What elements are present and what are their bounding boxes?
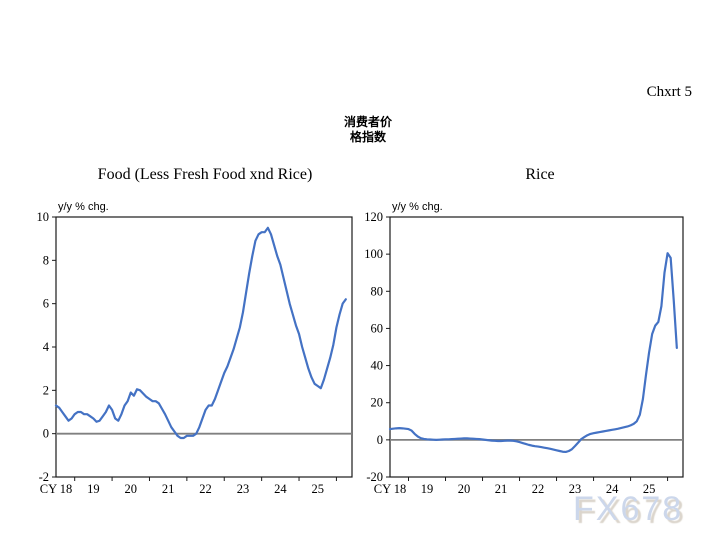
svg-text:60: 60 [371,321,384,335]
svg-text:21: 21 [162,482,175,496]
svg-text:-20: -20 [366,470,383,484]
svg-text:25: 25 [643,482,656,496]
rice-yaxis-note: y/y % chg. [392,201,443,213]
svg-text:21: 21 [495,482,508,496]
svg-text:20: 20 [125,482,138,496]
svg-text:23: 23 [569,482,582,496]
svg-text:8: 8 [43,253,49,267]
svg-text:20: 20 [458,482,471,496]
svg-text:24: 24 [606,482,619,496]
svg-text:0: 0 [377,433,383,447]
food-yaxis-note: y/y % chg. [58,201,109,213]
svg-text:-2: -2 [39,470,49,484]
svg-text:23: 23 [237,482,250,496]
svg-text:2: 2 [43,383,49,397]
svg-text:10: 10 [37,210,50,224]
svg-text:19: 19 [87,482,100,496]
svg-text:0: 0 [43,427,49,441]
rice-chart-title: Rice [525,166,555,183]
svg-text:24: 24 [274,482,287,496]
rice-chart: -20 0 20 40 60 80 100 120 CY 18 19 20 21 22 23 24 25 [364,210,684,496]
svg-text:4: 4 [43,340,50,354]
svg-text:25: 25 [311,482,324,496]
svg-text:CY 18: CY 18 [374,482,407,496]
svg-text:20: 20 [371,396,384,410]
svg-text:CY 18: CY 18 [40,482,73,496]
svg-text:120: 120 [364,210,383,224]
svg-text:22: 22 [532,482,545,496]
chart-number-label: Chxrt 5 [646,84,692,100]
svg-text:100: 100 [364,247,383,261]
svg-text:19: 19 [421,482,434,496]
svg-text:40: 40 [371,359,384,373]
page-title: 消费者价 格指数 [284,115,452,145]
svg-text:80: 80 [371,284,384,298]
page-title-line1: 消费者价 [343,115,392,129]
watermark: FX678 [573,490,684,528]
svg-text:6: 6 [43,297,49,311]
food-chart-title: Food (Less Fresh Food xnd Rice) [97,166,313,183]
svg-text:22: 22 [199,482,212,496]
page-title-line2: 格指数 [349,130,386,144]
